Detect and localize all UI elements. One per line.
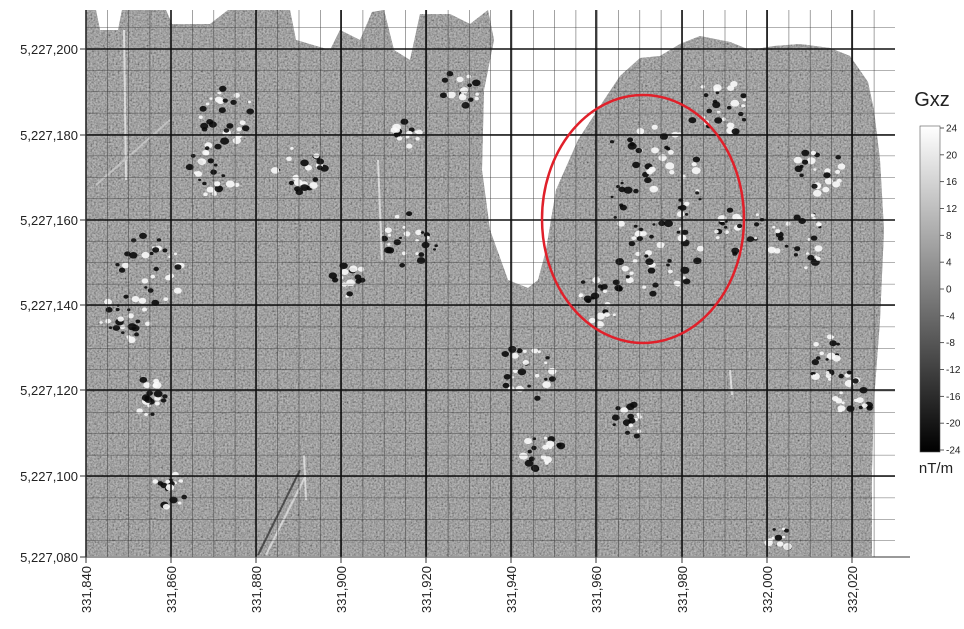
x-tick-label: 331,840 <box>79 566 94 613</box>
colorbar-tick-label: 16 <box>946 177 958 188</box>
colorbar-tick-label: -4 <box>946 311 955 322</box>
colorbar-tick-label: -16 <box>946 392 961 403</box>
colorbar-tick-label: 8 <box>946 231 952 242</box>
colorbar-tick-label: 20 <box>946 150 958 161</box>
colorbar-gradient <box>919 125 941 453</box>
colorbar-title: Gxz <box>914 89 950 111</box>
y-tick-label: 5,227,180 <box>20 128 78 143</box>
x-axis-ticks: 331,840 331,860 331,880 331,900 331,920 331,9… <box>79 557 860 613</box>
y-tick-label: 5,227,120 <box>20 383 78 398</box>
colorbar-tick-label: -12 <box>946 365 961 376</box>
x-tick-label: 331,960 <box>589 566 604 613</box>
colorbar-tick-label: 24 <box>946 124 958 135</box>
x-tick-label: 331,880 <box>249 566 264 613</box>
y-tick-label: 5,227,100 <box>20 469 78 484</box>
colorbar-tick-label: -24 <box>946 446 961 457</box>
colorbar-tick-label: 0 <box>946 285 952 296</box>
y-tick-label: 5,227,160 <box>20 213 78 228</box>
y-axis-ticks: 5,227,200 5,227,180 5,227,160 5,227,140 5,22… <box>20 42 86 565</box>
x-tick-label: 331,980 <box>675 566 690 613</box>
colorbar-tick-label: -20 <box>946 419 961 430</box>
x-tick-label: 331,920 <box>419 566 434 613</box>
survey-data <box>86 10 884 556</box>
x-tick-label: 331,860 <box>164 566 179 613</box>
colorbar-tick-label: 12 <box>946 204 958 215</box>
coordinate-grid <box>85 10 895 557</box>
x-tick-label: 332,020 <box>845 566 860 613</box>
colorbar-ticks: 24 20 16 12 8 4 0 -4 -8 -12 -16 -20 -24 <box>940 124 961 457</box>
colorbar: Gxz 24 20 16 12 8 4 0 -4 -8 -12 -16 -20 -24 nT/m <box>914 89 961 477</box>
y-tick-label: 5,227,200 <box>20 42 78 57</box>
x-tick-label: 331,900 <box>334 566 349 613</box>
colorbar-tick-label: 4 <box>946 258 952 269</box>
x-tick-label: 331,940 <box>504 566 519 613</box>
y-tick-label: 5,227,140 <box>20 298 78 313</box>
colorbar-unit: nT/m <box>919 460 953 477</box>
x-tick-label: 332,000 <box>760 566 775 613</box>
colorbar-tick-label: -8 <box>946 338 955 349</box>
y-tick-label: 5,227,080 <box>20 550 78 565</box>
highlight-ellipse <box>540 93 746 345</box>
